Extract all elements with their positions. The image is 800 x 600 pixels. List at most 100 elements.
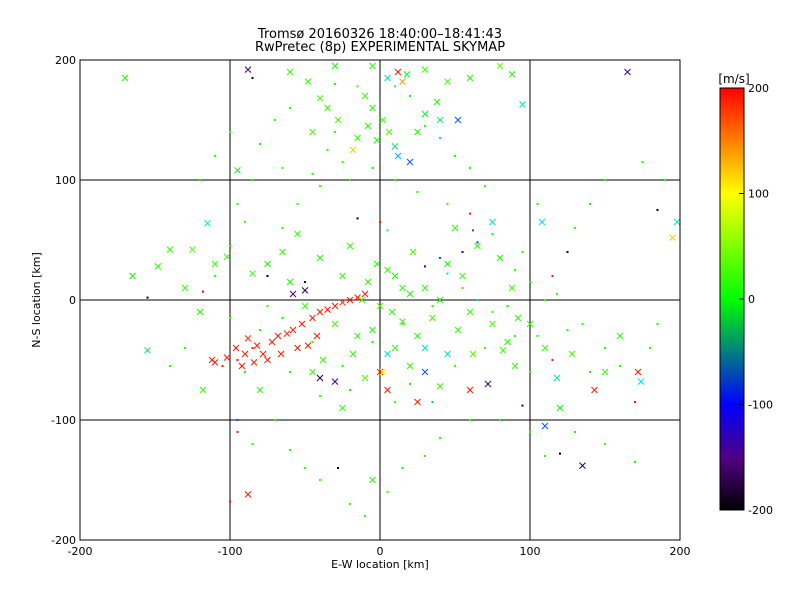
data-point-x (541, 422, 549, 430)
data-point-dot (337, 467, 339, 469)
data-point-dot (424, 455, 426, 457)
data-point-x (346, 242, 354, 250)
data-point-x (361, 92, 369, 100)
x-tick-label: 200 (670, 545, 691, 558)
data-point-dot (364, 515, 366, 517)
data-point-x (211, 260, 219, 268)
data-point-dot (514, 335, 516, 337)
data-point-x (526, 320, 534, 328)
data-point-x (514, 314, 522, 322)
data-point-x (394, 68, 402, 76)
data-point-dot (529, 431, 531, 433)
data-point-x (568, 350, 576, 358)
data-point-dot (491, 233, 494, 235)
data-point-dot (656, 209, 659, 211)
data-point-x (436, 383, 444, 390)
y-axis-ticks: -200 -100 0 100 200 (51, 54, 680, 547)
data-point-x (364, 122, 372, 130)
data-point-dot (551, 275, 554, 277)
data-point-dot (431, 305, 434, 307)
data-point-x (121, 74, 129, 82)
data-point-dot (229, 131, 231, 133)
data-point-dot (439, 137, 441, 139)
data-point-x (232, 344, 240, 352)
data-point-dot (244, 371, 246, 373)
data-point-dot (169, 365, 171, 367)
data-point-dot (229, 500, 231, 503)
data-point-x (283, 330, 291, 337)
data-point-x (279, 248, 286, 256)
data-point-x (388, 308, 396, 316)
data-point-x (316, 254, 324, 262)
data-point-x (244, 335, 252, 342)
data-point-dot (401, 323, 404, 325)
data-point-x (358, 296, 366, 304)
data-point-x (289, 290, 297, 298)
data-point-x (298, 320, 306, 328)
data-point-dot (199, 179, 201, 181)
data-point-dot (634, 461, 636, 463)
data-point-x (466, 308, 474, 316)
data-point-dot (266, 275, 269, 277)
data-point-x (673, 218, 681, 226)
data-point-x (414, 398, 421, 406)
data-point-x (508, 71, 516, 78)
data-point-dot (664, 179, 666, 181)
data-point-x (444, 260, 451, 268)
chart-title: Tromsø 20160326 18:40:00–18:41:43 (257, 27, 503, 42)
data-point-dot (334, 83, 336, 85)
data-point-dot (484, 185, 486, 187)
data-point-x (334, 116, 342, 124)
y-tick-label: -200 (51, 534, 76, 547)
data-point-dot (641, 161, 644, 163)
data-point-dot (529, 281, 531, 283)
data-point-dot (409, 95, 411, 97)
data-point-x (304, 78, 312, 85)
data-point-dot (304, 281, 306, 283)
data-point-x (384, 386, 391, 394)
data-point-x (319, 356, 327, 364)
data-point-dot (439, 437, 441, 439)
data-point-dot (656, 323, 659, 325)
data-point-dot (446, 203, 449, 205)
data-point-x (181, 284, 189, 292)
data-point-x (289, 326, 297, 334)
data-point-dot (379, 221, 381, 223)
data-point-dot (311, 341, 314, 343)
data-point-x (339, 272, 346, 280)
data-point-dot (229, 245, 231, 247)
data-point-x (223, 354, 231, 361)
y-axis-label: N-S location [km] (30, 252, 43, 348)
data-point-dot (319, 395, 321, 397)
data-point-x (541, 344, 549, 352)
colorbar-ticks: 200 100 0 -100 -200 (739, 82, 773, 517)
data-point-dot (454, 365, 456, 367)
data-point-dot (334, 131, 336, 133)
data-point-dot (184, 347, 186, 349)
data-point-dot (556, 293, 558, 295)
data-point-x (399, 78, 406, 85)
data-point-x (669, 234, 676, 241)
data-point-dot (574, 227, 576, 229)
data-point-dot (581, 323, 584, 325)
data-point-x (436, 296, 444, 304)
data-point-x (373, 260, 381, 268)
data-point-dot (251, 179, 254, 181)
data-point-x (346, 296, 354, 304)
data-point-dot (236, 359, 239, 361)
data-point-dot (604, 347, 606, 349)
data-point-x (304, 342, 312, 349)
data-point-x (349, 146, 357, 154)
data-point-dot (281, 317, 284, 319)
data-point-x (406, 290, 414, 298)
data-point-x (508, 284, 516, 292)
data-point-dot (619, 365, 621, 367)
data-point-dot (296, 203, 299, 205)
colorbar-tick-label: -200 (748, 504, 773, 517)
data-point-dot (251, 443, 254, 445)
data-point-dot (604, 179, 606, 181)
data-point-x (384, 350, 391, 358)
data-point-x (601, 368, 609, 376)
data-point-x (499, 347, 507, 354)
